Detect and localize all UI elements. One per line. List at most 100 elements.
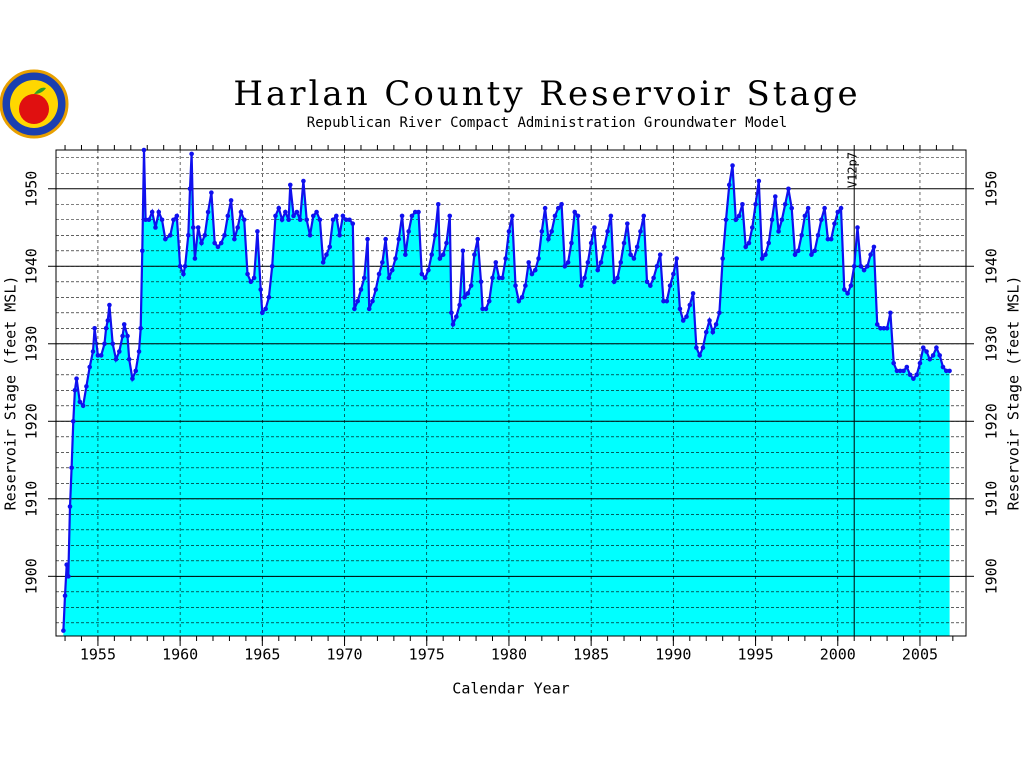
point bbox=[225, 213, 231, 219]
point bbox=[937, 353, 942, 358]
point bbox=[195, 225, 201, 230]
point bbox=[920, 345, 926, 350]
point bbox=[475, 236, 481, 242]
point bbox=[628, 252, 633, 257]
point bbox=[462, 294, 467, 300]
point bbox=[130, 376, 135, 381]
x-tick-label: 1990 bbox=[655, 646, 691, 664]
point bbox=[120, 333, 125, 339]
point bbox=[490, 275, 495, 281]
point bbox=[352, 306, 357, 312]
x-tick-label: 1975 bbox=[409, 646, 445, 664]
point bbox=[772, 194, 778, 199]
y-tick-label: 1920 bbox=[23, 403, 41, 439]
point bbox=[478, 279, 484, 285]
point bbox=[95, 353, 101, 358]
point bbox=[868, 252, 873, 257]
point bbox=[80, 403, 86, 409]
point bbox=[687, 302, 693, 308]
point bbox=[286, 217, 291, 223]
point bbox=[717, 310, 722, 316]
point bbox=[851, 263, 857, 269]
point bbox=[437, 256, 443, 261]
point bbox=[181, 271, 186, 277]
point bbox=[569, 240, 574, 246]
point bbox=[361, 275, 367, 281]
point bbox=[69, 465, 74, 471]
point bbox=[832, 221, 837, 226]
point bbox=[677, 306, 683, 312]
point bbox=[248, 279, 254, 285]
point bbox=[449, 310, 454, 316]
point bbox=[192, 256, 198, 261]
point bbox=[153, 225, 158, 230]
point bbox=[110, 341, 116, 347]
point bbox=[324, 252, 329, 257]
point bbox=[726, 182, 732, 188]
point bbox=[897, 368, 903, 374]
point bbox=[340, 213, 346, 219]
point bbox=[654, 263, 660, 269]
plot-frame bbox=[55, 149, 967, 637]
point bbox=[674, 256, 679, 261]
point bbox=[901, 368, 906, 374]
point bbox=[562, 263, 568, 269]
point bbox=[276, 205, 282, 211]
point bbox=[904, 364, 910, 370]
point bbox=[90, 349, 96, 354]
y2-axis-label: Reservoir Stage (feet MSL) bbox=[1005, 276, 1023, 511]
point bbox=[263, 306, 268, 312]
point bbox=[792, 252, 798, 257]
x-tick-label: 1965 bbox=[244, 646, 280, 664]
point bbox=[513, 283, 518, 288]
point bbox=[703, 329, 709, 335]
point bbox=[222, 232, 227, 238]
point bbox=[723, 217, 729, 223]
point bbox=[304, 217, 310, 223]
x-tick-label: 1995 bbox=[737, 646, 773, 664]
point bbox=[858, 263, 864, 269]
point bbox=[416, 209, 421, 215]
point bbox=[516, 298, 522, 304]
point bbox=[330, 217, 336, 223]
y-tick-label: 1940 bbox=[23, 248, 41, 284]
point bbox=[245, 271, 250, 277]
point bbox=[500, 275, 505, 281]
point bbox=[700, 345, 706, 350]
point bbox=[386, 275, 392, 281]
point bbox=[585, 260, 591, 265]
point bbox=[733, 217, 739, 223]
point bbox=[532, 267, 538, 273]
point bbox=[376, 271, 382, 277]
point bbox=[422, 275, 428, 281]
point bbox=[710, 329, 716, 335]
point bbox=[113, 356, 119, 362]
point bbox=[943, 368, 949, 374]
point bbox=[891, 360, 896, 366]
point bbox=[107, 302, 112, 308]
point bbox=[389, 267, 395, 273]
point bbox=[730, 163, 735, 168]
point bbox=[355, 298, 360, 304]
point bbox=[894, 368, 900, 374]
point bbox=[182, 263, 188, 269]
point bbox=[657, 252, 663, 257]
point bbox=[598, 260, 604, 265]
x-tick-label: 2000 bbox=[820, 646, 856, 664]
point bbox=[67, 504, 73, 509]
point bbox=[713, 322, 719, 327]
point bbox=[555, 205, 561, 211]
point bbox=[523, 283, 528, 288]
point bbox=[238, 209, 244, 215]
y-axis-label: Reservoir Stage (feet MSL) bbox=[2, 276, 20, 511]
point bbox=[578, 283, 584, 288]
point bbox=[334, 213, 339, 219]
point bbox=[539, 229, 545, 234]
point bbox=[373, 287, 379, 292]
point bbox=[796, 248, 801, 254]
point bbox=[310, 213, 316, 219]
area bbox=[63, 150, 950, 636]
point bbox=[460, 248, 466, 254]
y2-tick-label: 1920 bbox=[983, 403, 1001, 439]
